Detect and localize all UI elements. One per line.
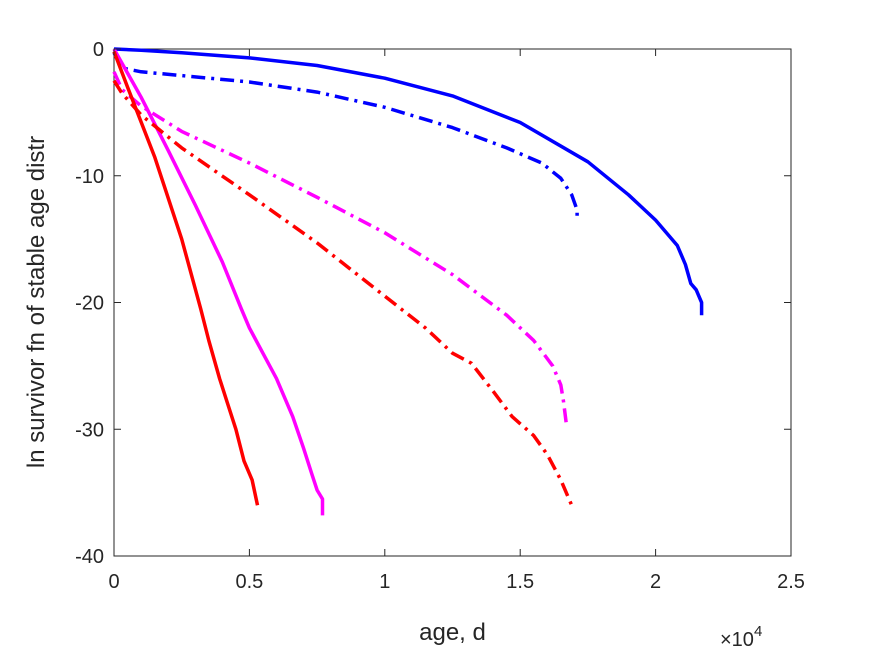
x-tick-label: 1.5 (506, 571, 534, 593)
plot-area (113, 48, 792, 557)
y-tick-label: -20 (75, 293, 104, 315)
x-axis-multiplier: ×104 (720, 623, 762, 651)
tick-layer: 0 0.5 1 1.5 2 2.5 0 -10 -20 -30 -40 (75, 39, 805, 593)
series-layer (112, 47, 704, 516)
series-line-1 (113, 47, 704, 316)
y-tick-label: -40 (75, 546, 104, 568)
x-tick-label: 2.5 (777, 571, 805, 593)
y-tick-label: -10 (75, 166, 104, 188)
x-tick-label: 0 (108, 571, 119, 593)
x-axis-multiplier-base: ×10 (720, 629, 754, 651)
x-axis-label: age, d (419, 619, 486, 646)
y-tick-label: 0 (93, 39, 104, 61)
x-tick-label: 2 (650, 571, 661, 593)
y-axis-label: ln survivor fn of stable age distr (23, 136, 50, 468)
series-line-5 (112, 50, 260, 506)
x-tick-label: 1 (379, 571, 390, 593)
x-tick-label: 0.5 (235, 571, 263, 593)
series-line-3 (112, 48, 325, 516)
series-line-4 (112, 71, 568, 424)
y-tick-label: -30 (75, 419, 104, 441)
x-axis-multiplier-exponent: 4 (754, 623, 762, 640)
series-line-6 (112, 79, 574, 506)
